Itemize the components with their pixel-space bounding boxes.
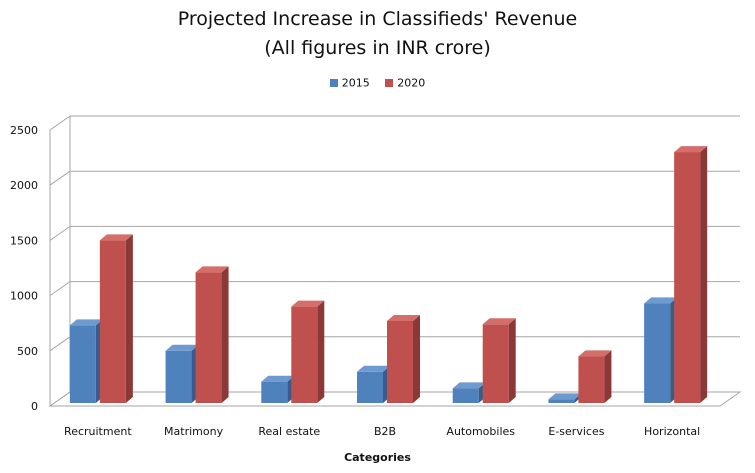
bar-2020-2: [291, 306, 318, 403]
gridline-diag-500: [49, 336, 71, 352]
y-tick-label-1500: 1500: [10, 234, 38, 247]
bar-top-2015-2: [261, 375, 295, 382]
bar-side-2020-0: [125, 234, 133, 403]
bar-2015-1: [165, 350, 192, 403]
x-tick-label-0: Recruitment: [64, 425, 132, 438]
x-tick-label-1: Matrimony: [164, 425, 224, 438]
bar-2020-5: [578, 356, 605, 403]
bar-top-2020-2: [291, 300, 325, 307]
gridline-diag-2500: [49, 115, 71, 131]
legend-swatch-2015: [329, 79, 338, 87]
bar-top-2020-3: [387, 314, 420, 321]
gridline-diag-1500: [49, 225, 71, 241]
gridline-diag-1000: [49, 281, 71, 297]
bar-side-2020-3: [413, 314, 420, 403]
bar-top-2020-5: [578, 350, 612, 357]
y-tick-label-500: 500: [17, 345, 38, 358]
y-tick-label-0: 0: [31, 400, 38, 413]
y-tick-label-2000: 2000: [10, 179, 38, 192]
bar-top-2020-0: [99, 234, 133, 241]
chart-subtitle: (All figures in INR crore): [264, 37, 491, 59]
bar-2020-3: [387, 320, 413, 403]
bar-2015-3: [357, 371, 383, 403]
bar-2015-0: [69, 325, 96, 403]
y-tick-label-1000: 1000: [10, 290, 38, 303]
x-tick-label-3: B2B: [374, 425, 396, 438]
legend-label-2020: 2020: [397, 76, 426, 90]
bar-top-2015-1: [165, 344, 199, 351]
bar-side-2020-5: [604, 350, 612, 403]
legend-item-2015: 2015: [329, 76, 370, 90]
x-axis-title: Categories: [344, 451, 411, 464]
bar-side-2020-4: [508, 318, 516, 403]
bar-top-2015-4: [452, 382, 486, 389]
chart-title: Projected Increase in Classifieds' Reven…: [177, 8, 578, 30]
x-tick-label-4: Automobiles: [446, 425, 515, 438]
legend-item-2020: 2020: [385, 76, 425, 90]
bar-2020-6: [674, 152, 701, 403]
bar-top-2015-5: [548, 393, 582, 400]
legend-swatch-2020: [385, 79, 394, 87]
gridline-diag-2000: [49, 170, 71, 186]
x-tick-label-6: Horizontal: [644, 425, 700, 438]
floor: [48, 391, 742, 407]
bar-top-2015-6: [644, 297, 678, 304]
bar-top-2020-4: [482, 318, 516, 325]
bar-side-2020-6: [700, 146, 708, 403]
legend-label-2015: 2015: [341, 76, 370, 90]
bar-side-2020-1: [221, 266, 229, 403]
bar-2015-6: [644, 303, 671, 403]
bar-top-2015-0: [69, 319, 103, 326]
bar-2015-2: [261, 381, 288, 403]
bar-2015-4: [452, 388, 479, 403]
bar-side-2020-2: [317, 300, 325, 403]
bar-2020-1: [195, 272, 222, 403]
bar-2015-5: [548, 399, 575, 403]
bar-2020-0: [99, 240, 126, 403]
bar-top-2020-6: [674, 146, 708, 153]
bar-top-2015-3: [357, 365, 390, 372]
bar-2020-4: [482, 324, 509, 403]
bar-top-2020-1: [195, 266, 229, 273]
x-tick-label-2: Real estate: [258, 425, 320, 438]
legend: 2015 2020: [0, 76, 755, 90]
x-tick-label-5: E-services: [548, 425, 604, 438]
y-tick-label-2500: 2500: [10, 124, 38, 137]
